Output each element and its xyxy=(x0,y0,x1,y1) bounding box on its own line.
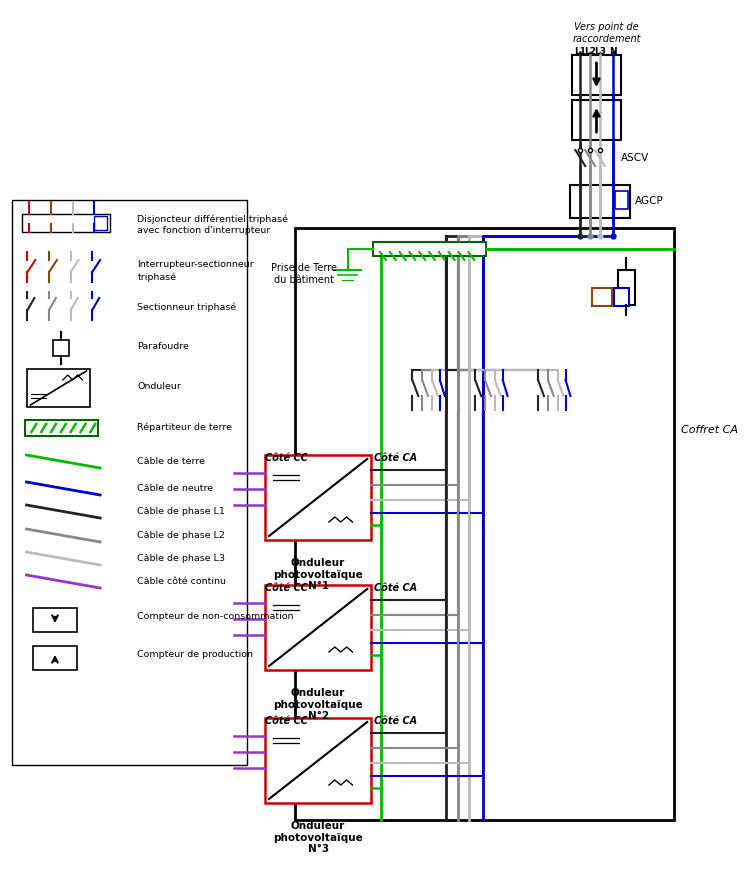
Bar xyxy=(265,718,371,803)
Text: Prise de Terre
du bâtiment: Prise de Terre du bâtiment xyxy=(272,263,338,285)
Text: Câble côté continu: Câble côté continu xyxy=(137,577,226,586)
Bar xyxy=(265,455,371,540)
Bar xyxy=(295,228,674,820)
Text: Onduleur: Onduleur xyxy=(137,382,182,391)
Text: Compteur de non-consommation: Compteur de non-consommation xyxy=(137,612,294,621)
Bar xyxy=(22,214,110,232)
Bar xyxy=(617,270,635,305)
Text: N: N xyxy=(609,47,616,56)
Text: Onduleur
photovoltaïque
N°3: Onduleur photovoltaïque N°3 xyxy=(273,821,363,855)
Text: Câble de phase L1: Câble de phase L1 xyxy=(137,507,225,516)
Bar xyxy=(34,608,76,632)
Text: Côté CC: Côté CC xyxy=(265,583,308,593)
Text: ASCV: ASCV xyxy=(620,153,649,163)
Bar xyxy=(373,242,486,256)
Bar xyxy=(409,370,448,414)
Bar xyxy=(615,191,628,209)
Text: Répartiteur de terre: Répartiteur de terre xyxy=(137,422,232,432)
Text: Câble de phase L2: Câble de phase L2 xyxy=(137,531,225,540)
Bar xyxy=(471,370,511,414)
Bar xyxy=(12,200,248,765)
Text: Câble de phase L3: Câble de phase L3 xyxy=(137,554,226,563)
Text: Côté CA: Côté CA xyxy=(374,583,417,593)
Text: Onduleur
photovoltaïque
N°1: Onduleur photovoltaïque N°1 xyxy=(273,558,363,591)
Text: L2: L2 xyxy=(584,47,596,56)
Text: Compteur de production: Compteur de production xyxy=(137,650,254,659)
Text: Côté CC: Côté CC xyxy=(265,716,308,726)
Text: Interrupteur-sectionneur
triphasé: Interrupteur-sectionneur triphasé xyxy=(137,260,254,282)
Text: Disjoncteur différentiel triphasé
avec fonction d'interrupteur: Disjoncteur différentiel triphasé avec f… xyxy=(137,214,289,235)
Bar xyxy=(25,420,98,436)
Text: Câble de terre: Câble de terre xyxy=(137,457,206,466)
Text: Parafoudre: Parafoudre xyxy=(137,342,189,351)
Text: L3: L3 xyxy=(594,47,606,56)
Bar xyxy=(614,288,629,306)
Bar xyxy=(265,585,371,670)
Text: Côté CA: Côté CA xyxy=(374,716,417,726)
Bar xyxy=(592,288,612,306)
Bar xyxy=(34,646,76,670)
Bar xyxy=(53,340,69,356)
Bar xyxy=(26,369,90,407)
Text: Câble de neutre: Câble de neutre xyxy=(137,484,214,493)
Bar xyxy=(571,185,630,218)
Bar xyxy=(534,370,574,414)
Text: Onduleur
photovoltaïque
N°2: Onduleur photovoltaïque N°2 xyxy=(273,688,363,722)
Text: Sectionneur triphasé: Sectionneur triphasé xyxy=(137,302,237,312)
Bar xyxy=(572,100,620,140)
Bar xyxy=(94,216,107,230)
Text: Coffret CA: Coffret CA xyxy=(682,425,739,435)
Text: Côté CC: Côté CC xyxy=(265,453,308,463)
Text: L1: L1 xyxy=(574,47,586,56)
Bar xyxy=(572,55,620,95)
Text: Côté CA: Côté CA xyxy=(374,453,417,463)
Text: AGCP: AGCP xyxy=(635,196,664,206)
Text: Vers point de
raccordement: Vers point de raccordement xyxy=(572,22,641,43)
